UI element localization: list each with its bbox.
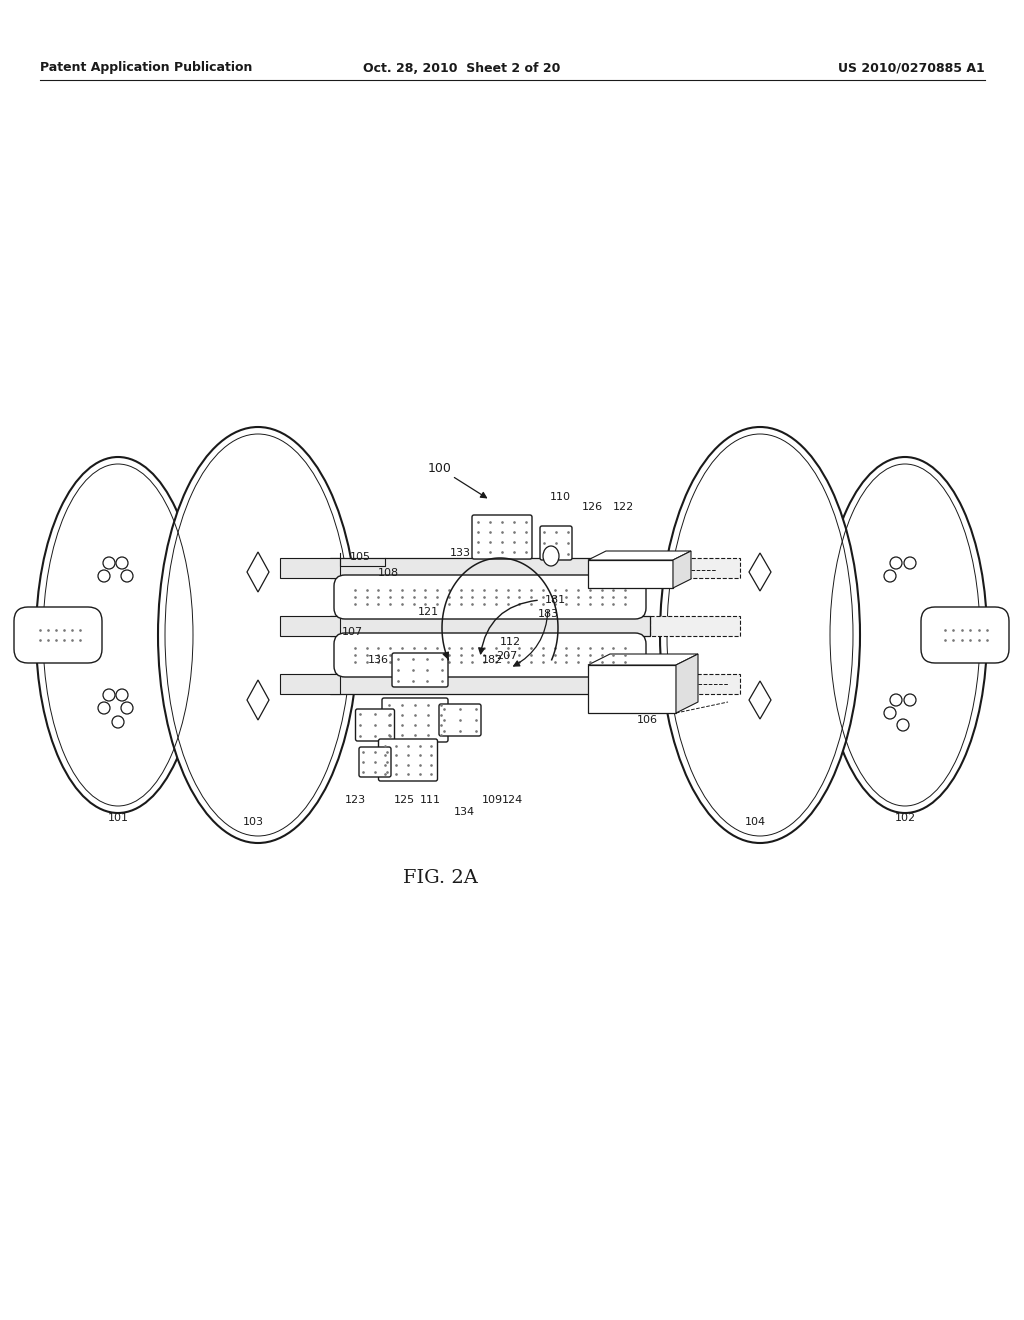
- Text: US 2010/0270885 A1: US 2010/0270885 A1: [839, 62, 985, 74]
- Text: 125: 125: [393, 795, 415, 805]
- Text: 109: 109: [481, 795, 503, 805]
- Polygon shape: [749, 553, 771, 591]
- Text: 136: 136: [368, 655, 388, 665]
- Text: 182: 182: [481, 655, 503, 665]
- Bar: [330, 675, 650, 694]
- Bar: [588, 560, 673, 587]
- Text: 121: 121: [418, 607, 438, 616]
- FancyBboxPatch shape: [359, 747, 391, 777]
- FancyBboxPatch shape: [14, 607, 102, 663]
- FancyBboxPatch shape: [540, 525, 572, 560]
- Bar: [650, 616, 740, 636]
- Bar: [330, 558, 650, 578]
- Text: 183: 183: [538, 609, 558, 619]
- Text: 105: 105: [349, 552, 371, 562]
- Text: Oct. 28, 2010  Sheet 2 of 20: Oct. 28, 2010 Sheet 2 of 20: [364, 62, 561, 74]
- Text: 112: 112: [500, 638, 520, 647]
- Text: 107: 107: [341, 627, 362, 638]
- Text: 110: 110: [550, 492, 570, 502]
- FancyBboxPatch shape: [334, 634, 646, 677]
- Polygon shape: [749, 681, 771, 719]
- Bar: [280, 616, 340, 636]
- FancyBboxPatch shape: [472, 515, 532, 558]
- FancyBboxPatch shape: [921, 607, 1009, 663]
- Bar: [588, 665, 676, 713]
- FancyBboxPatch shape: [334, 576, 646, 619]
- Ellipse shape: [660, 426, 860, 843]
- Polygon shape: [247, 552, 269, 591]
- FancyBboxPatch shape: [355, 709, 394, 741]
- Ellipse shape: [543, 546, 559, 566]
- Text: 134: 134: [454, 807, 474, 817]
- Text: 104: 104: [744, 817, 766, 828]
- Text: 108: 108: [378, 568, 398, 578]
- Polygon shape: [588, 550, 691, 560]
- Text: 122: 122: [612, 502, 634, 512]
- Polygon shape: [588, 653, 698, 665]
- Text: 181: 181: [545, 595, 565, 605]
- Polygon shape: [247, 680, 269, 719]
- Text: 103: 103: [243, 817, 263, 828]
- FancyBboxPatch shape: [379, 739, 437, 781]
- Text: 126: 126: [582, 502, 602, 512]
- Polygon shape: [673, 550, 691, 587]
- Text: FIG. 2A: FIG. 2A: [402, 869, 477, 887]
- Text: 123: 123: [344, 795, 366, 805]
- Text: 102: 102: [894, 813, 915, 822]
- Text: 106: 106: [637, 715, 657, 725]
- FancyBboxPatch shape: [382, 698, 449, 742]
- Bar: [280, 558, 340, 578]
- Text: 100: 100: [428, 462, 452, 474]
- Text: 207: 207: [497, 651, 517, 661]
- Ellipse shape: [823, 457, 987, 813]
- Polygon shape: [676, 653, 698, 713]
- Ellipse shape: [158, 426, 358, 843]
- Bar: [330, 616, 650, 636]
- Bar: [650, 675, 740, 694]
- Text: 111: 111: [420, 795, 440, 805]
- Bar: [280, 675, 340, 694]
- Text: 133: 133: [450, 548, 470, 558]
- Bar: [650, 558, 740, 578]
- FancyBboxPatch shape: [439, 704, 481, 737]
- Ellipse shape: [36, 457, 200, 813]
- Text: 124: 124: [502, 795, 522, 805]
- Text: Patent Application Publication: Patent Application Publication: [40, 62, 252, 74]
- Text: 101: 101: [108, 813, 128, 822]
- FancyBboxPatch shape: [392, 653, 449, 686]
